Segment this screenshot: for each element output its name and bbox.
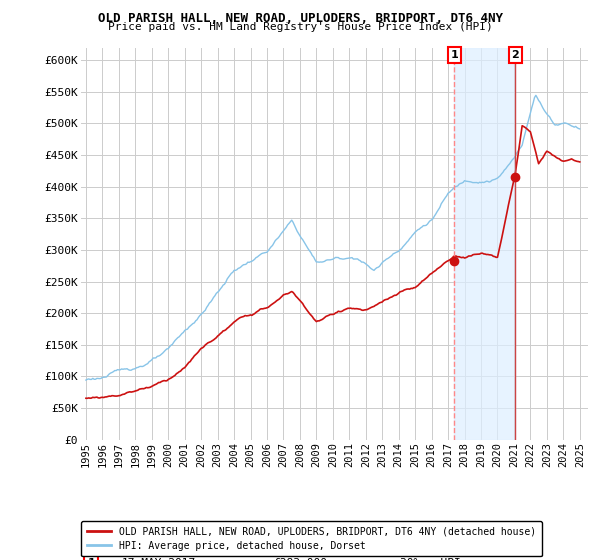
Bar [454, 48, 515, 440]
Text: 17-MAY-2017: 17-MAY-2017 [122, 558, 196, 560]
Text: OLD PARISH HALL, NEW ROAD, UPLODERS, BRIDPORT, DT6 4NY: OLD PARISH HALL, NEW ROAD, UPLODERS, BRI… [97, 12, 503, 25]
Text: 2: 2 [511, 50, 519, 60]
Legend: OLD PARISH HALL, NEW ROAD, UPLODERS, BRIDPORT, DT6 4NY (detached house), HPI: Av: OLD PARISH HALL, NEW ROAD, UPLODERS, BRI… [81, 521, 542, 557]
Text: 30% ↓ HPI: 30% ↓ HPI [400, 558, 461, 560]
Text: Price paid vs. HM Land Registry's House Price Index (HPI): Price paid vs. HM Land Registry's House … [107, 22, 493, 32]
Text: £283,000: £283,000 [274, 558, 328, 560]
Text: 1: 1 [451, 50, 458, 60]
Text: 1: 1 [87, 558, 95, 560]
